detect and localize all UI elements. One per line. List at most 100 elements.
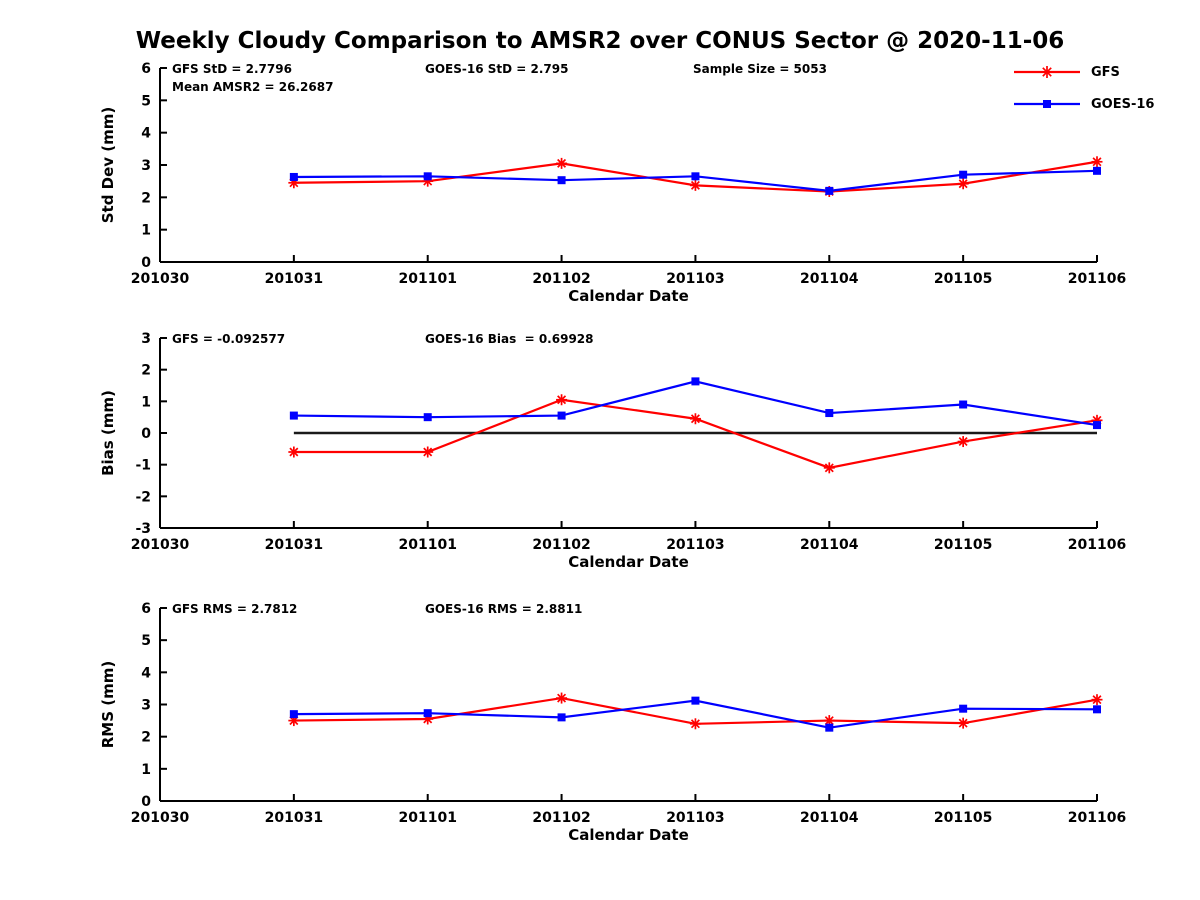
- x-tick-label: 201031: [265, 271, 323, 287]
- y-tick-label: 3: [141, 158, 151, 174]
- y-tick-label: -2: [135, 489, 151, 505]
- y-axis-label: RMS (mm): [99, 661, 117, 748]
- goes-16-marker: [557, 713, 566, 722]
- goes-16-marker: [825, 186, 834, 195]
- gfs-marker: [1091, 694, 1103, 706]
- goes-16-marker: [423, 413, 432, 422]
- gfs-marker: [689, 718, 701, 730]
- y-tick-label: -3: [135, 521, 151, 537]
- x-tick-label: 201103: [666, 810, 724, 826]
- goes-16-marker: [959, 170, 968, 179]
- x-tick-label: 201102: [532, 810, 590, 826]
- bias-chart: -3 -2 -1 0 1 2 3 201030 201031 201101 201102 201103…: [99, 331, 1126, 571]
- gfs-marker: [823, 462, 835, 474]
- gfs-marker: [556, 394, 568, 406]
- x-tick-label: 201104: [800, 810, 859, 826]
- gfs-marker: [689, 179, 701, 191]
- x-tick-label: 201106: [1068, 537, 1126, 553]
- chart-annotation: Sample Size = 5053: [693, 62, 827, 76]
- x-tick-label: 201031: [265, 810, 323, 826]
- gfs-marker: [689, 413, 701, 425]
- x-tick-label: 201104: [800, 271, 859, 287]
- y-axis-label: Std Dev (mm): [99, 107, 117, 224]
- goes-16-marker: [289, 411, 298, 420]
- x-tick-label: 201103: [666, 537, 724, 553]
- legend: GFS GOES-16: [1012, 62, 1154, 126]
- gfs-line-sample-icon: [1014, 66, 1080, 78]
- y-tick-label: 2: [141, 363, 151, 379]
- gfs-marker: [288, 446, 300, 458]
- goes-16-marker: [423, 709, 432, 718]
- goes-16-marker: [825, 409, 834, 418]
- y-tick-label: 3: [141, 698, 151, 714]
- gfs-marker: [556, 692, 568, 704]
- legend-label-gfs: GFS: [1091, 64, 1120, 80]
- chart-annotation: GOES-16 StD = 2.795: [425, 62, 568, 76]
- y-tick-label: 6: [141, 61, 151, 77]
- goes-16-marker: [691, 696, 700, 705]
- chart-annotation: Mean AMSR2 = 26.2687: [172, 80, 333, 94]
- legend-item-goes16: GOES-16: [1012, 94, 1154, 114]
- rms-chart: 0 1 2 3 4 5 6 201030 201031 201101 201102 201103 201…: [99, 601, 1126, 844]
- gfs-marker: [957, 178, 969, 190]
- x-tick-label: 201101: [398, 271, 456, 287]
- x-tick-label: 201030: [131, 810, 190, 826]
- x-tick-label: 201103: [666, 271, 724, 287]
- x-axis-label: Calendar Date: [568, 826, 689, 844]
- gfs-marker: [556, 157, 568, 169]
- chart-annotation: GFS = -0.092577: [172, 332, 285, 346]
- goes-16-marker: [1093, 705, 1101, 714]
- x-tick-label: 201030: [131, 537, 190, 553]
- goes-16-marker: [691, 377, 700, 386]
- x-tick-label: 201104: [800, 537, 859, 553]
- y-tick-label: 3: [141, 331, 151, 347]
- legend-label-goes16: GOES-16: [1091, 96, 1155, 112]
- x-axis-label: Calendar Date: [568, 287, 689, 305]
- goes-16-marker: [959, 400, 968, 409]
- goes-16-marker: [1093, 421, 1101, 430]
- goes-16-marker: [557, 176, 566, 185]
- y-tick-label: -1: [135, 458, 151, 474]
- y-tick-label: 1: [141, 762, 151, 778]
- goes-16-marker: [1093, 166, 1101, 175]
- x-tick-label: 201105: [934, 271, 992, 287]
- x-tick-label: 201101: [398, 810, 456, 826]
- y-tick-label: 4: [141, 126, 151, 142]
- x-tick-label: 201105: [934, 810, 992, 826]
- chart-annotation: GFS StD = 2.7796: [172, 62, 292, 76]
- y-tick-label: 1: [141, 394, 151, 410]
- gfs-marker: [957, 436, 969, 448]
- gfs-marker: [957, 717, 969, 729]
- chart-annotation: GOES-16 RMS = 2.8811: [425, 602, 582, 616]
- x-tick-label: 201102: [532, 537, 590, 553]
- legend-item-gfs: GFS: [1012, 62, 1154, 82]
- x-tick-label: 201030: [131, 271, 190, 287]
- goes-16-marker: [959, 704, 968, 713]
- y-tick-label: 5: [141, 93, 151, 109]
- goes-16-marker: [691, 172, 700, 181]
- goes-16-marker: [289, 710, 298, 719]
- y-axis-label: Bias (mm): [99, 390, 117, 476]
- gfs-marker: [1091, 156, 1103, 168]
- gfs-marker: [422, 446, 434, 458]
- y-tick-label: 2: [141, 730, 151, 746]
- goes-16-marker: [557, 411, 566, 420]
- x-tick-label: 201102: [532, 271, 590, 287]
- y-tick-label: 6: [141, 601, 151, 617]
- std-dev-chart: 0 1 2 3 4 5 6 201030 201031 201101 201102 201103 201…: [99, 61, 1126, 305]
- y-tick-label: 2: [141, 190, 151, 206]
- figure-title: Weekly Cloudy Comparison to AMSR2 over C…: [135, 28, 1065, 54]
- x-tick-label: 201106: [1068, 271, 1126, 287]
- x-tick-label: 201106: [1068, 810, 1126, 826]
- y-tick-label: 1: [141, 223, 151, 239]
- x-tick-label: 201101: [398, 537, 456, 553]
- x-tick-label: 201105: [934, 537, 992, 553]
- goes-16-marker: [423, 172, 432, 181]
- y-tick-label: 0: [141, 255, 151, 271]
- x-tick-label: 201031: [265, 537, 323, 553]
- chart-annotation: GFS RMS = 2.7812: [172, 602, 297, 616]
- chart-annotation: GOES-16 Bias = 0.69928: [425, 332, 594, 346]
- y-tick-label: 5: [141, 633, 151, 649]
